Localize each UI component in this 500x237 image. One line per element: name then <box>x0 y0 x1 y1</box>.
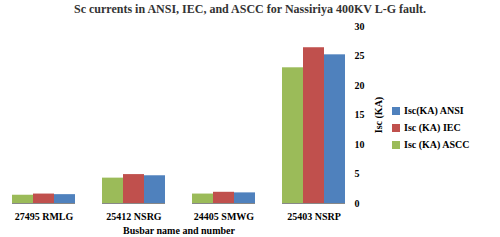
html-text:Isc (KA) IEC: Isc (KA) IEC <box>404 122 461 133</box>
html-text:Isc (KA) ASCC: Isc (KA) ASCC <box>404 139 470 150</box>
html-text:Isc(KA) ANSI: Isc(KA) ANSI <box>404 105 464 116</box>
svg-text:Isc (KA): Isc (KA) <box>373 97 385 133</box>
html-text:Sc currents in ANSI, IEC, and: Sc currents in ANSI, IEC, and ASCC for N… <box>74 2 426 16</box>
svg-text:24405 SMWG: 24405 SMWG <box>194 211 255 222</box>
svg-text:20: 20 <box>355 80 365 91</box>
svg-text:10: 10 <box>355 139 365 150</box>
svg-text:25: 25 <box>355 50 365 61</box>
svg-text:30: 30 <box>355 21 365 32</box>
svg-text:Busbar name and number: Busbar name and number <box>123 225 235 236</box>
svg-text:25403 NSRP: 25403 NSRP <box>287 211 341 222</box>
svg-text:15: 15 <box>355 109 365 120</box>
svg-text:25412 NSRG: 25412 NSRG <box>106 211 162 222</box>
svg-text:0: 0 <box>355 198 360 209</box>
svg-text:27495 RMLG: 27495 RMLG <box>15 211 74 222</box>
svg-text:5: 5 <box>355 168 360 179</box>
